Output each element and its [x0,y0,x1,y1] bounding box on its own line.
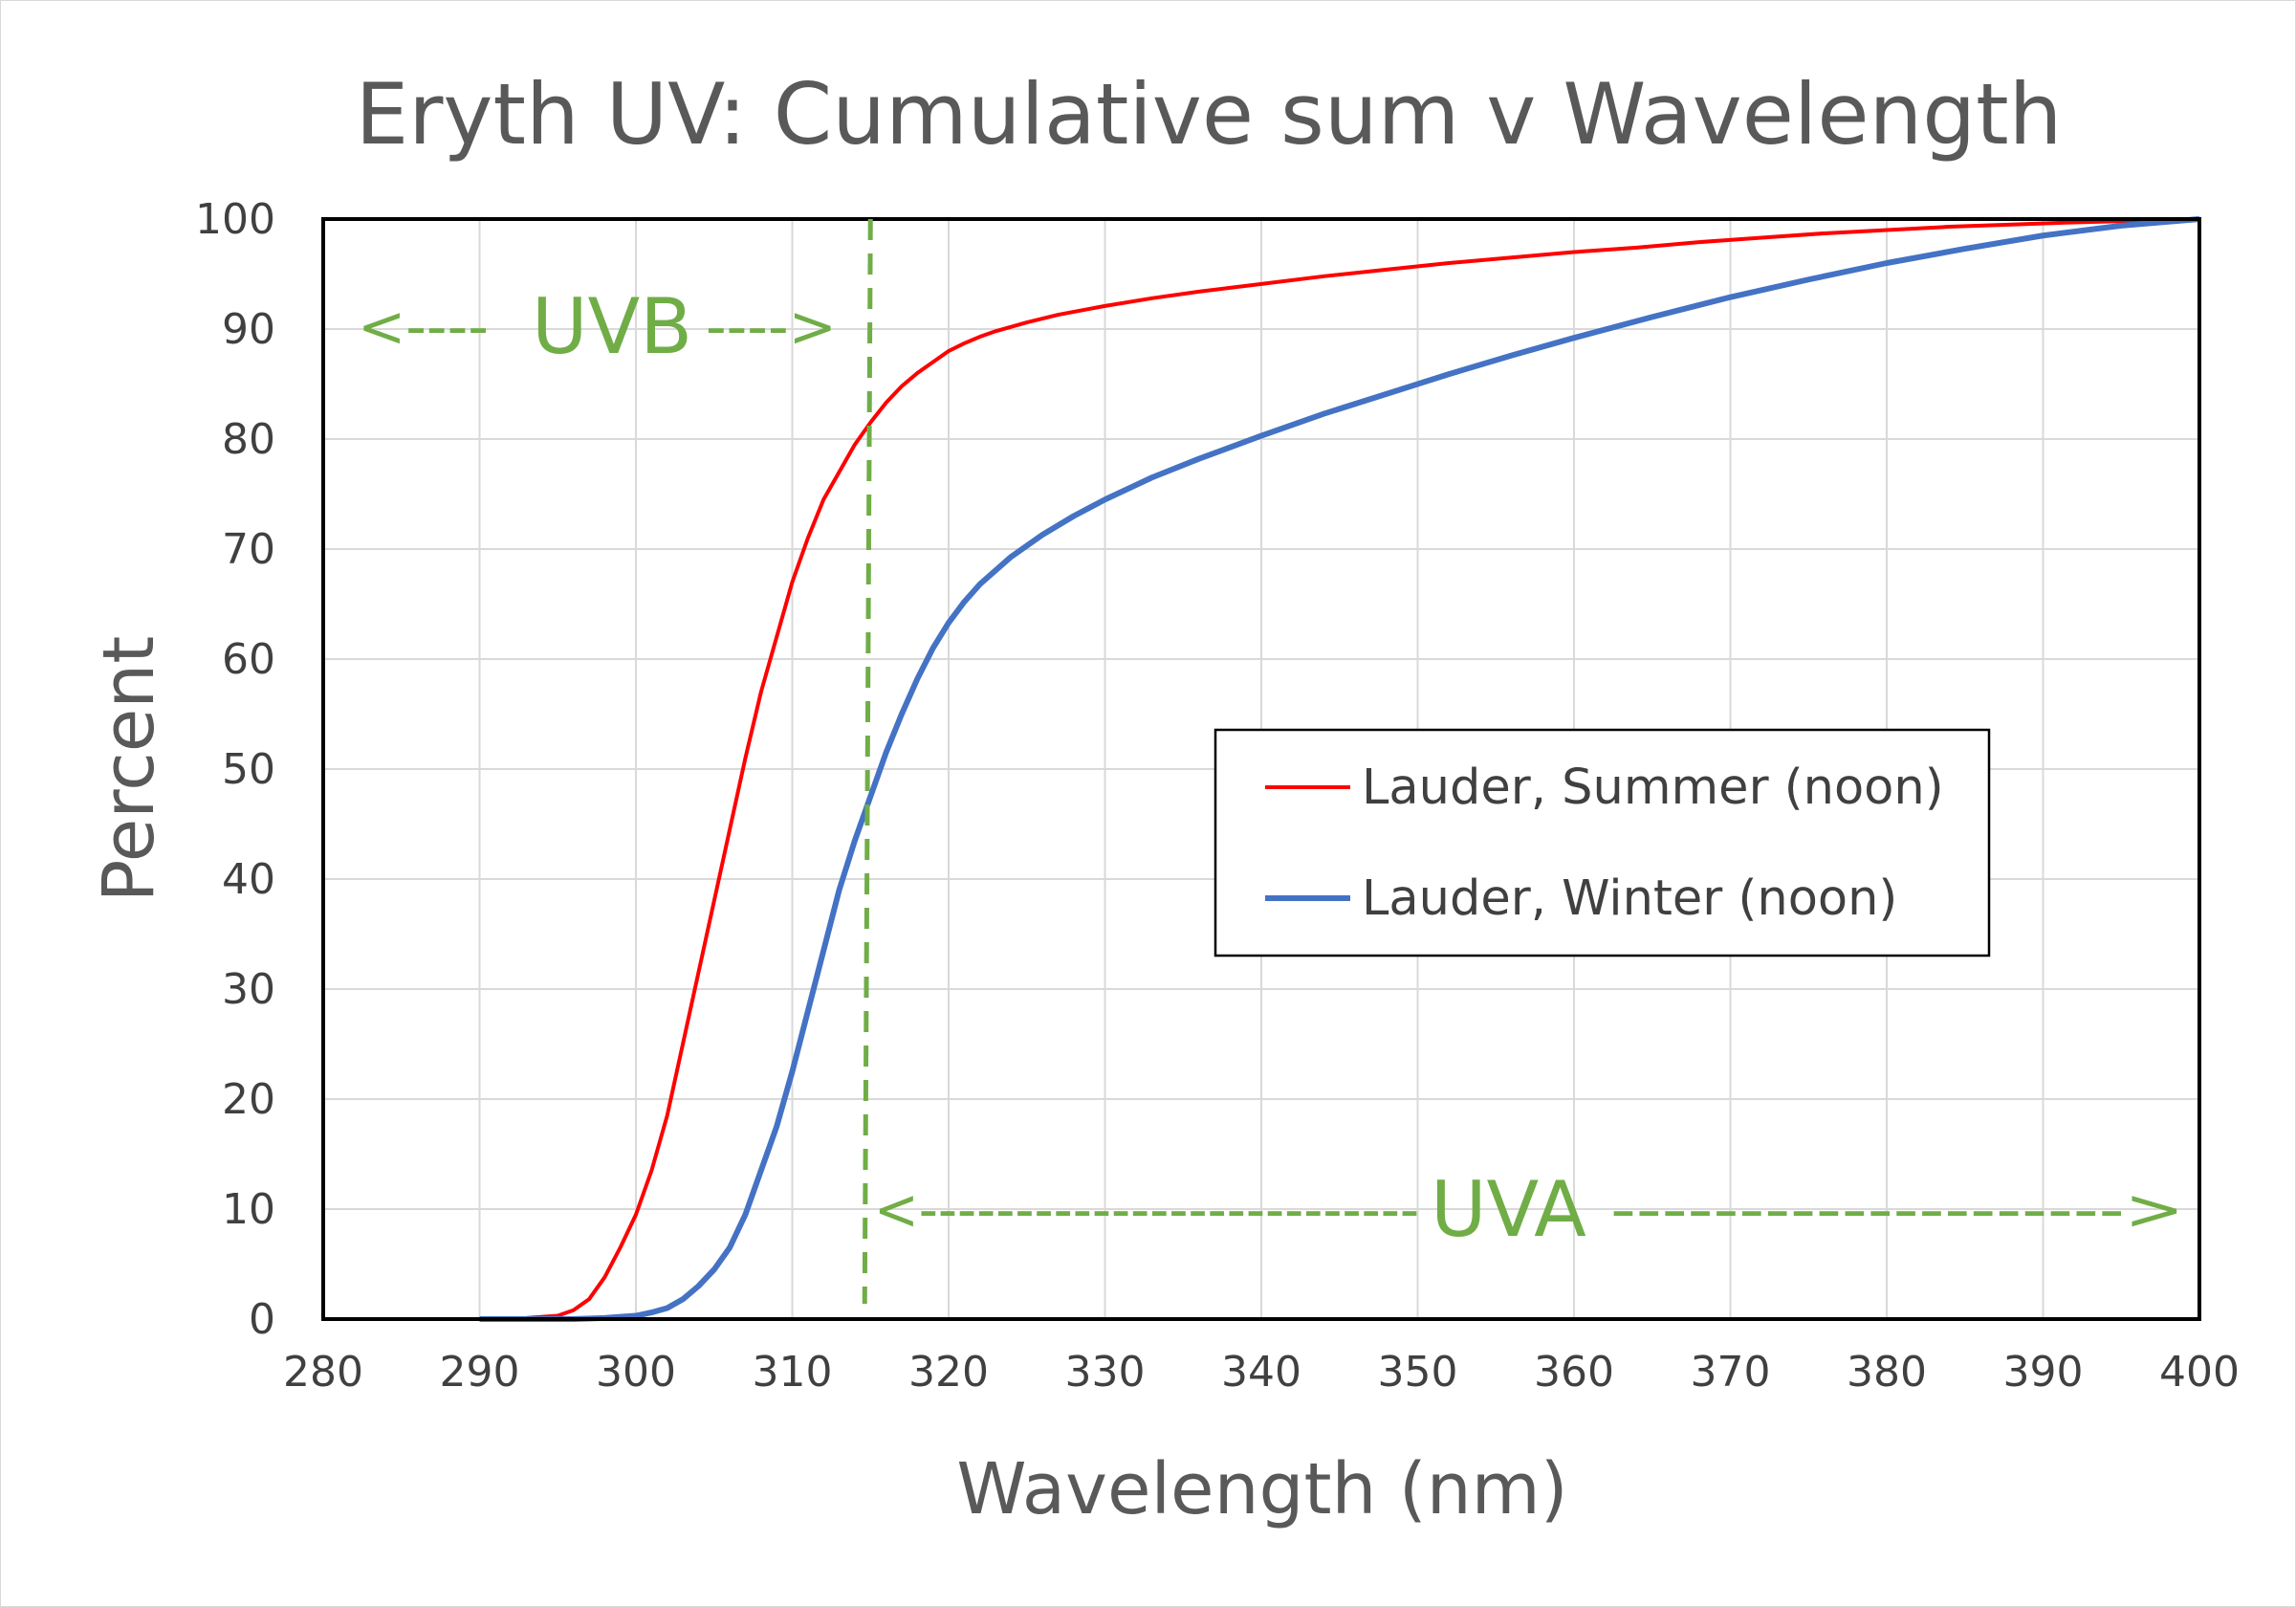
y-tick-label: 60 [222,635,275,684]
x-tick-label: 340 [1221,1348,1301,1397]
x-tick-label: 370 [1691,1348,1771,1397]
uvb-uva-divider-line [862,218,873,1305]
x-tick-label: 330 [1065,1348,1146,1397]
x-tick-label: 290 [440,1348,520,1397]
uva-right-arrow: --------------------> [1610,1177,2184,1244]
series-line-summer [479,217,2200,1321]
x-tick-label: 360 [1534,1348,1614,1397]
y-tick-label: 30 [222,965,275,1014]
uva-left-arrow-text: <-------------------------- [874,1177,1419,1244]
legend-label-winter: Lauder, Winter (noon) [1362,870,1897,927]
y-axis-title: Percent [88,636,170,902]
series-lines [479,216,2200,1322]
x-tick-labels: 280 290 300 310 320 330 340 350 360 370 380 390 400 [283,1348,2240,1397]
y-tick-label: 40 [222,855,275,904]
y-tick-label: 100 [195,195,275,244]
x-tick-label: 390 [2003,1348,2084,1397]
y-tick-label: 20 [222,1075,275,1124]
uvb-right-arrow: ----> [706,294,837,361]
y-tick-label: 70 [222,525,275,574]
uvb-label: UVB [532,282,692,371]
legend-box [1214,728,1991,958]
plot-area-border [321,217,2201,1321]
y-tick-label: 10 [222,1185,275,1234]
x-tick-label: 310 [753,1348,833,1397]
x-axis-title: Wavelength (nm) [956,1448,1567,1530]
legend: Lauder, Summer (noon) Lauder, Winter (no… [1214,728,1991,958]
y-tick-label: 80 [222,415,275,464]
x-tick-label: 380 [1847,1348,1927,1397]
legend-label-summer: Lauder, Summer (noon) [1362,759,1944,816]
x-tick-label: 300 [596,1348,676,1397]
y-tick-label: 50 [222,745,275,794]
series-line-winter [479,216,2200,1322]
x-tick-label: 400 [2159,1348,2240,1397]
y-tick-label: 90 [222,305,275,354]
y-tick-label: 0 [249,1295,275,1344]
y-tick-labels: 0 10 20 30 40 50 60 70 80 90 100 [195,195,275,1344]
x-tick-label: 280 [283,1348,363,1397]
x-tick-label: 320 [908,1348,989,1397]
chart-title: Eryth UV: Cumulative sum v Wavelength [356,65,2063,164]
x-tick-label: 350 [1378,1348,1458,1397]
uvb-left-arrow: <---- [358,294,489,361]
uva-label: UVA [1431,1165,1586,1254]
